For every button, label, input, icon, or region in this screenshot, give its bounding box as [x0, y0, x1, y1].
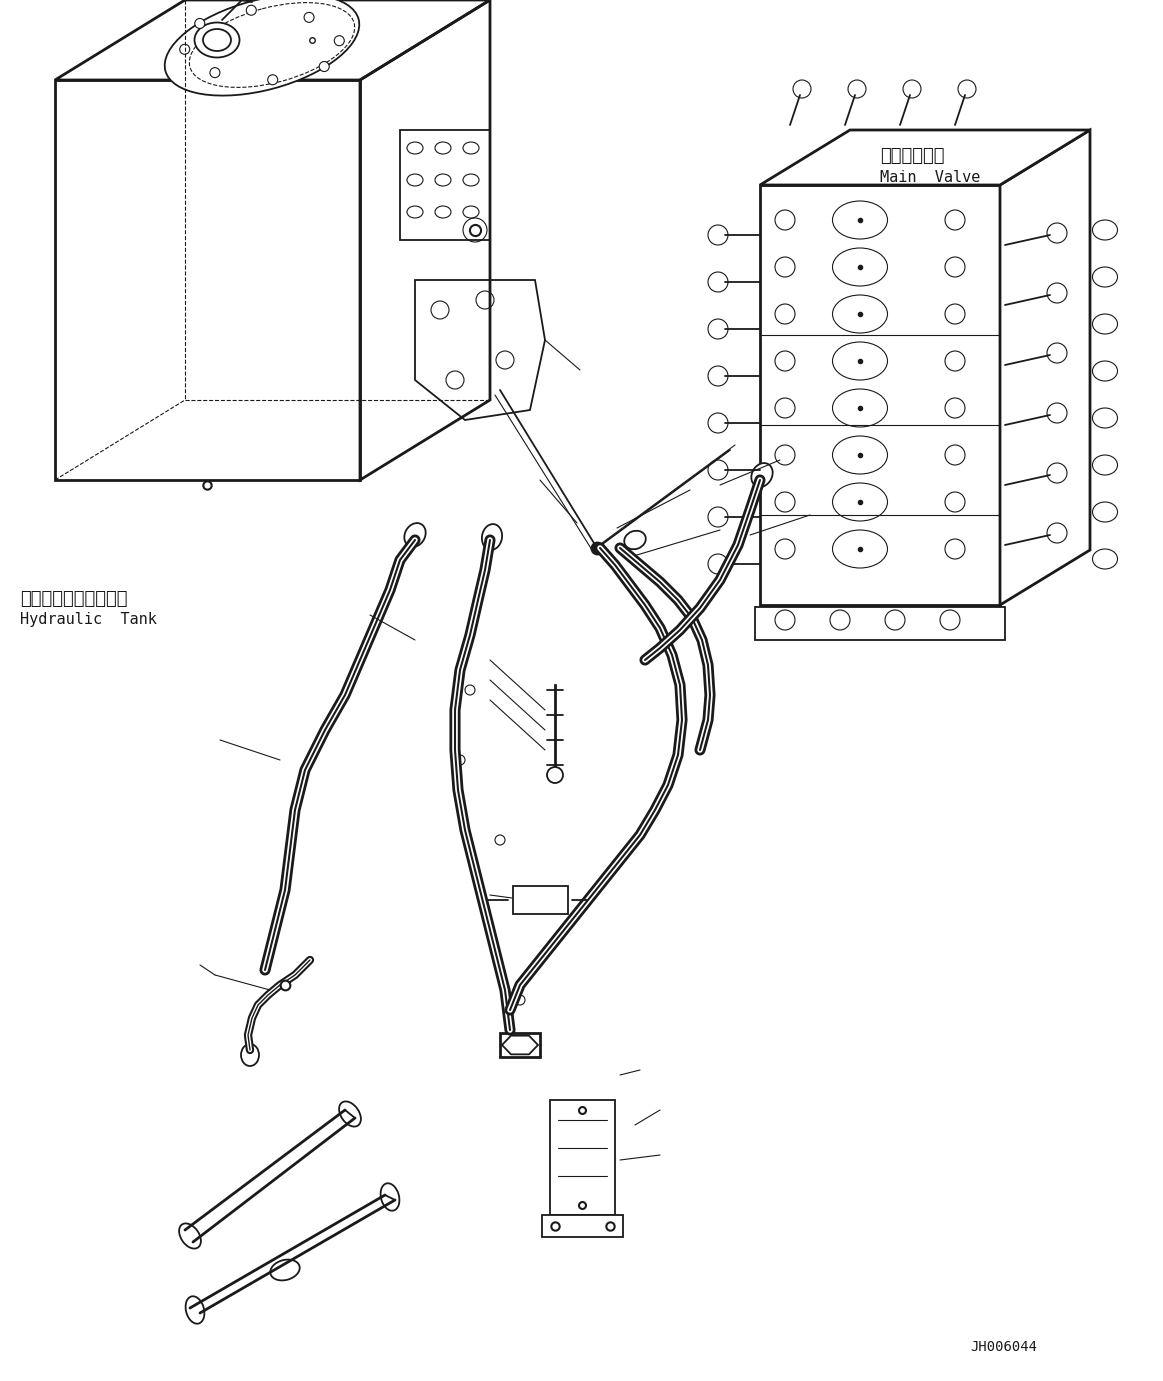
- Circle shape: [547, 766, 563, 783]
- Ellipse shape: [340, 1102, 361, 1127]
- Circle shape: [211, 68, 220, 77]
- Bar: [550, 1101, 615, 1215]
- Circle shape: [1047, 342, 1066, 363]
- Circle shape: [830, 610, 850, 630]
- Ellipse shape: [1092, 360, 1118, 381]
- Ellipse shape: [751, 463, 772, 487]
- Circle shape: [1047, 403, 1066, 423]
- Ellipse shape: [270, 1259, 300, 1280]
- Circle shape: [1047, 222, 1066, 243]
- Ellipse shape: [179, 1224, 201, 1248]
- Ellipse shape: [1092, 407, 1118, 428]
- Ellipse shape: [380, 1184, 399, 1211]
- Bar: [513, 887, 568, 914]
- Ellipse shape: [1092, 503, 1118, 522]
- Circle shape: [334, 36, 344, 46]
- Ellipse shape: [1092, 313, 1118, 334]
- Circle shape: [793, 80, 811, 98]
- Circle shape: [708, 413, 728, 434]
- Circle shape: [902, 80, 921, 98]
- Ellipse shape: [241, 1044, 259, 1066]
- Ellipse shape: [481, 523, 502, 550]
- Circle shape: [194, 18, 205, 29]
- Text: ハイドロリックタンク: ハイドロリックタンク: [20, 590, 128, 608]
- Circle shape: [885, 610, 905, 630]
- Ellipse shape: [194, 22, 240, 58]
- Circle shape: [495, 836, 505, 845]
- Ellipse shape: [625, 530, 645, 550]
- Circle shape: [319, 62, 329, 72]
- Circle shape: [1047, 463, 1066, 483]
- Circle shape: [940, 610, 959, 630]
- Circle shape: [515, 994, 525, 1005]
- Polygon shape: [1000, 130, 1090, 605]
- Circle shape: [708, 366, 728, 387]
- Polygon shape: [759, 185, 1000, 605]
- Circle shape: [708, 554, 728, 574]
- Circle shape: [848, 80, 866, 98]
- Circle shape: [958, 80, 976, 98]
- Ellipse shape: [204, 29, 231, 51]
- Circle shape: [775, 610, 795, 630]
- Circle shape: [247, 6, 256, 15]
- Ellipse shape: [186, 1297, 205, 1324]
- Text: Main  Valve: Main Valve: [880, 170, 980, 185]
- Ellipse shape: [405, 523, 426, 547]
- Circle shape: [455, 755, 465, 765]
- Circle shape: [708, 272, 728, 291]
- Text: JH006044: JH006044: [970, 1340, 1037, 1353]
- Ellipse shape: [165, 0, 359, 95]
- Ellipse shape: [1092, 220, 1118, 240]
- Ellipse shape: [1092, 454, 1118, 475]
- Circle shape: [267, 75, 278, 84]
- Bar: [500, 1033, 540, 1056]
- Circle shape: [708, 225, 728, 244]
- Circle shape: [708, 507, 728, 528]
- Circle shape: [708, 460, 728, 481]
- Text: メインバルブ: メインバルブ: [880, 146, 944, 164]
- Text: Hydraulic  Tank: Hydraulic Tank: [20, 612, 157, 627]
- Circle shape: [1047, 283, 1066, 302]
- Circle shape: [465, 685, 475, 695]
- Circle shape: [708, 319, 728, 338]
- Polygon shape: [759, 130, 1090, 185]
- Bar: [542, 1215, 623, 1237]
- Circle shape: [304, 12, 314, 22]
- Ellipse shape: [1092, 550, 1118, 569]
- Circle shape: [180, 44, 190, 54]
- Circle shape: [1047, 523, 1066, 543]
- Ellipse shape: [1092, 267, 1118, 287]
- Polygon shape: [502, 1036, 538, 1054]
